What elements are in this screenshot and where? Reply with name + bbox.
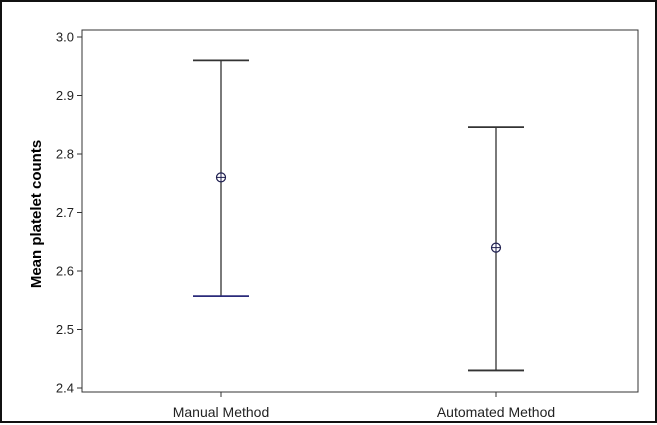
y-axis: 2.4 2.5 2.6 2.7 2.8 2.9 3.0 — [56, 30, 82, 396]
y-tick-label: 2.4 — [56, 381, 74, 396]
y-tick-label: 2.6 — [56, 264, 74, 279]
x-category-label: Manual Method — [173, 404, 270, 420]
x-category-label: Automated Method — [437, 404, 555, 420]
interval-marks — [193, 59, 524, 372]
y-tick-label: 3.0 — [56, 30, 74, 45]
y-tick-label: 2.5 — [56, 322, 74, 337]
y-tick-label: 2.9 — [56, 88, 74, 103]
plot-area — [81, 29, 639, 393]
x-axis: Manual Method Automated Method — [173, 392, 555, 420]
y-tick-label: 2.7 — [56, 205, 74, 220]
y-tick-label: 2.8 — [56, 147, 74, 162]
y-axis-title: Mean platelet counts — [28, 140, 45, 288]
